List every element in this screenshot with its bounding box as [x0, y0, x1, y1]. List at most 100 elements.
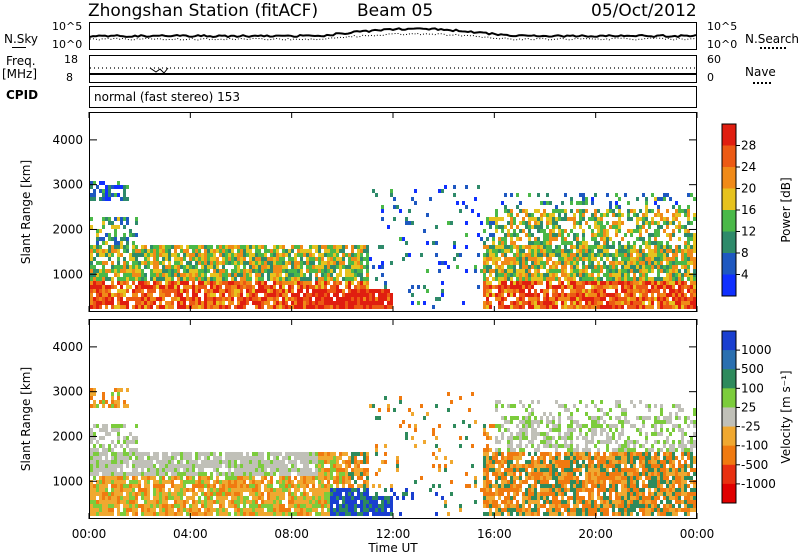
heat-cell [555, 472, 558, 476]
heat-cell [522, 209, 525, 213]
heat-cell [171, 289, 174, 293]
heat-cell [249, 297, 252, 301]
heat-cell [132, 452, 135, 456]
heat-cell [381, 500, 384, 504]
heat-cell [513, 436, 516, 440]
heat-cell [258, 484, 261, 488]
heat-cell [207, 301, 210, 305]
heat-cell [687, 269, 690, 273]
heat-cell [381, 512, 384, 516]
heat-cell [102, 181, 105, 185]
heat-cell [348, 269, 351, 273]
heat-cell [471, 209, 474, 213]
heat-cell [114, 245, 117, 249]
heat-cell [102, 392, 105, 396]
heat-cell [294, 508, 297, 512]
heat-cell [237, 305, 240, 309]
heat-cell [546, 424, 549, 428]
heat-cell [504, 245, 507, 249]
heat-cell [216, 261, 219, 265]
heat-cell [132, 508, 135, 512]
heat-cell [642, 305, 645, 309]
heat-cell [174, 293, 177, 297]
freq-bottom-tick: 8 [66, 71, 73, 84]
heat-cell [654, 253, 657, 257]
heat-cell [207, 305, 210, 309]
heat-cell [543, 289, 546, 293]
heat-cell [561, 488, 564, 492]
heat-cell [255, 301, 258, 305]
heat-cell [96, 460, 99, 464]
heat-cell [495, 293, 498, 297]
heat-cell [183, 468, 186, 472]
heat-cell [657, 209, 660, 213]
heat-cell [294, 277, 297, 281]
heat-cell [327, 484, 330, 488]
heat-cell [102, 476, 105, 480]
heat-cell [126, 488, 129, 492]
heat-cell [642, 257, 645, 261]
heat-cell [537, 512, 540, 516]
heat-cell [216, 496, 219, 500]
heat-cell [663, 229, 666, 233]
heat-cell [489, 508, 492, 512]
heat-cell [546, 289, 549, 293]
heat-cell [669, 269, 672, 273]
heat-cell [222, 253, 225, 257]
heat-cell [561, 293, 564, 297]
heat-cell [192, 265, 195, 269]
heat-cell [486, 265, 489, 269]
heat-cell [603, 265, 606, 269]
heat-cell [192, 285, 195, 289]
heat-cell [501, 480, 504, 484]
heat-cell [360, 512, 363, 516]
heat-cell [132, 257, 135, 261]
heat-cell [264, 281, 267, 285]
heat-cell [135, 496, 138, 500]
heat-cell [264, 257, 267, 261]
heat-cell [600, 269, 603, 273]
heat-cell [234, 253, 237, 257]
heat-cell [309, 480, 312, 484]
heat-cell [129, 257, 132, 261]
heat-cell [231, 484, 234, 488]
heat-cell [384, 488, 387, 492]
heat-cell [390, 189, 393, 193]
heat-cell [327, 293, 330, 297]
heat-cell [609, 265, 612, 269]
heat-cell [201, 281, 204, 285]
heat-cell [153, 261, 156, 265]
heat-cell [201, 269, 204, 273]
heat-cell [693, 281, 696, 285]
heat-cell [360, 468, 363, 472]
nsearch-top-tick: 10^5 [707, 20, 738, 33]
heat-cell [135, 217, 138, 221]
heat-cell [612, 281, 615, 285]
heat-cell [144, 484, 147, 488]
heat-cell [99, 189, 102, 193]
heat-cell [168, 468, 171, 472]
heat-cell [381, 508, 384, 512]
heat-cell [648, 277, 651, 281]
heat-cell [558, 424, 561, 428]
heat-cell [678, 229, 681, 233]
heat-cell [639, 249, 642, 253]
heat-cell [165, 460, 168, 464]
heat-cell [690, 221, 693, 225]
heat-cell [474, 420, 477, 424]
heat-cell [660, 277, 663, 281]
heat-cell [549, 504, 552, 508]
heat-cell [177, 289, 180, 293]
heat-cell [633, 209, 636, 213]
heat-cell [564, 460, 567, 464]
heat-cell [435, 456, 438, 460]
heat-cell [486, 257, 489, 261]
heat-cell [684, 257, 687, 261]
heat-cell [402, 420, 405, 424]
heat-cell [228, 512, 231, 516]
heat-cell [483, 305, 486, 309]
heat-cell [225, 492, 228, 496]
heat-cell [363, 492, 366, 496]
heat-cell [237, 269, 240, 273]
heat-cell [522, 277, 525, 281]
